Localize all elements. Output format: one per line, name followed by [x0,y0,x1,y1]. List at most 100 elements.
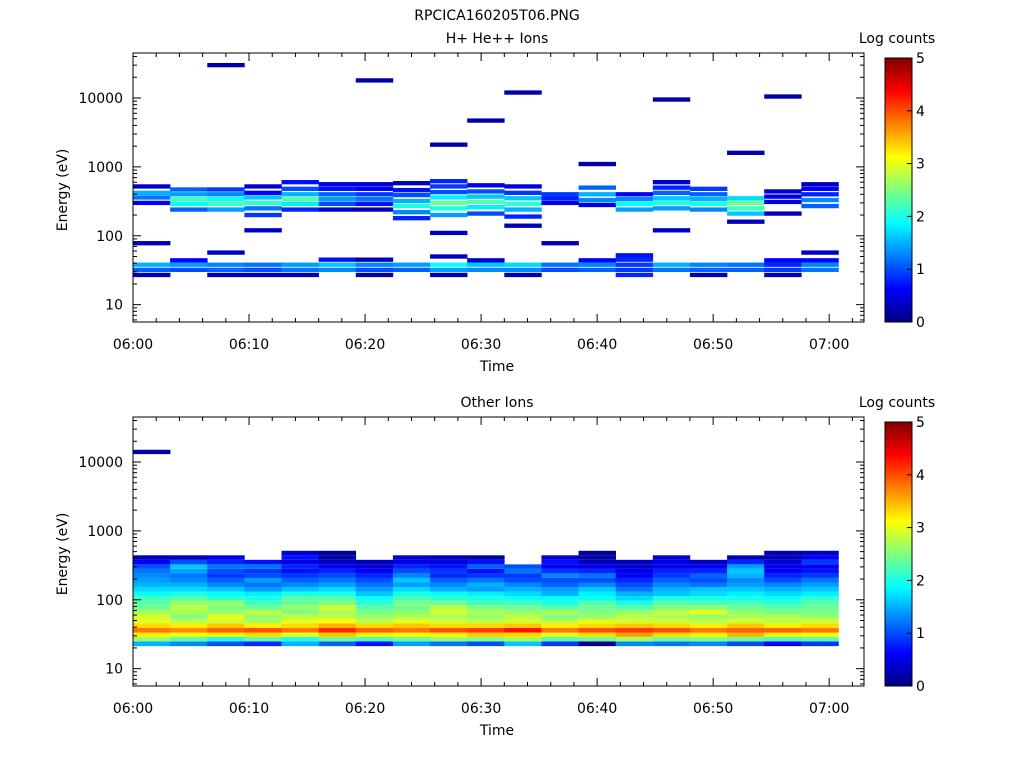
heatmap-cell [430,555,468,560]
heatmap-cell [133,272,171,278]
x-tick-label: 06:30 [461,701,501,717]
heatmap-cell [615,577,654,583]
heatmap-cell [764,632,802,637]
heatmap-cell [727,582,765,588]
heatmap-cell [133,190,171,195]
y-tick-label: 10 [105,298,123,314]
heatmap-cell [615,267,654,273]
heatmap-cell [652,582,691,588]
heatmap-cell [207,250,245,255]
heatmap-cell [652,564,691,569]
panel-top-title: H+ He++ Ions [446,31,549,47]
heatmap-cell [578,555,616,560]
heatmap-cell [244,184,282,189]
heatmap-cell [764,211,802,216]
heatmap-cell [615,600,654,606]
heatmap-cell [392,605,431,610]
heatmap-cell [355,596,394,601]
heatmap-cell [578,185,616,190]
heatmap-cell [281,636,319,642]
heatmap-cell [430,600,468,606]
heatmap-cell [244,618,282,624]
heatmap-cell [578,577,616,583]
heatmap-cell [801,618,839,624]
heatmap-cell [244,591,282,597]
heatmap-cell [430,230,468,236]
heatmap-cell [467,555,505,560]
heatmap-cell [467,258,505,263]
heatmap-cell [392,591,431,597]
heatmap-cell [689,577,728,583]
heatmap-cell [504,214,542,219]
heatmap-cell [467,568,505,574]
heatmap-cell [170,267,208,273]
heatmap-cell [615,564,654,569]
colorbar-tick-label: 1 [916,262,925,278]
heatmap-cell [281,618,319,624]
heatmap-cell [504,262,542,267]
heatmap-cell [281,550,319,556]
heatmap-cell [281,605,319,610]
heatmap-cell [727,206,765,211]
heatmap-cell [392,641,431,647]
heatmap-cell [801,555,839,560]
heatmap-cell [244,272,282,278]
heatmap-cell [355,636,394,642]
heatmap-cell [170,636,208,642]
heatmap-cell [689,632,728,637]
heatmap-cell [764,559,802,565]
heatmap-cell [467,636,505,642]
heatmap-cell [652,555,691,560]
heatmap-cell [467,211,505,216]
heatmap-cell [430,614,468,619]
heatmap-cell [764,577,802,583]
heatmap-cell [430,179,468,184]
heatmap-cell [467,118,505,123]
heatmap-cell [801,632,839,637]
heatmap-cell [244,190,282,195]
heatmap-cell [318,618,357,624]
heatmap-cell [207,605,245,610]
heatmap-cell [764,587,802,592]
heatmap-cell [652,632,691,637]
panel-bottom-title: Other Ions [460,395,533,411]
heatmap-cell [727,262,765,267]
heatmap-cell [764,636,802,642]
heatmap-cell [133,267,171,273]
colorbar-tick-label: 0 [916,679,925,695]
heatmap-cell [727,596,765,601]
heatmap-cell [207,600,245,606]
heatmap-cell [355,582,394,588]
heatmap-cell [652,641,691,647]
heatmap-cell [355,591,394,597]
heatmap-cell [541,200,579,206]
heatmap-cell [170,596,208,601]
heatmap-cell [467,262,505,267]
heatmap-cell [541,192,579,197]
heatmap-cell [652,180,691,185]
heatmap-cell [244,587,282,592]
heatmap-cell [467,600,505,606]
heatmap-cell [504,641,542,647]
heatmap-cell [430,582,468,588]
heatmap-cell [801,596,839,601]
heatmap-cell [764,641,802,647]
heatmap-cell [615,192,654,197]
heatmap-cell [170,641,208,647]
heatmap-cell [541,628,579,633]
heatmap-cell [578,573,616,578]
heatmap-cell [652,267,691,273]
heatmap-cell [281,568,319,574]
heatmap-cell [689,609,728,615]
heatmap-cell [318,196,357,202]
heatmap-cell [392,267,431,273]
heatmap-cell [281,596,319,601]
heatmap-cell [281,600,319,606]
heatmap-cell [467,573,505,578]
heatmap-cell [207,641,245,647]
heatmap-cell [541,614,579,619]
heatmap-cell [801,609,839,615]
heatmap-cell [244,632,282,637]
heatmap-cell [764,555,802,560]
